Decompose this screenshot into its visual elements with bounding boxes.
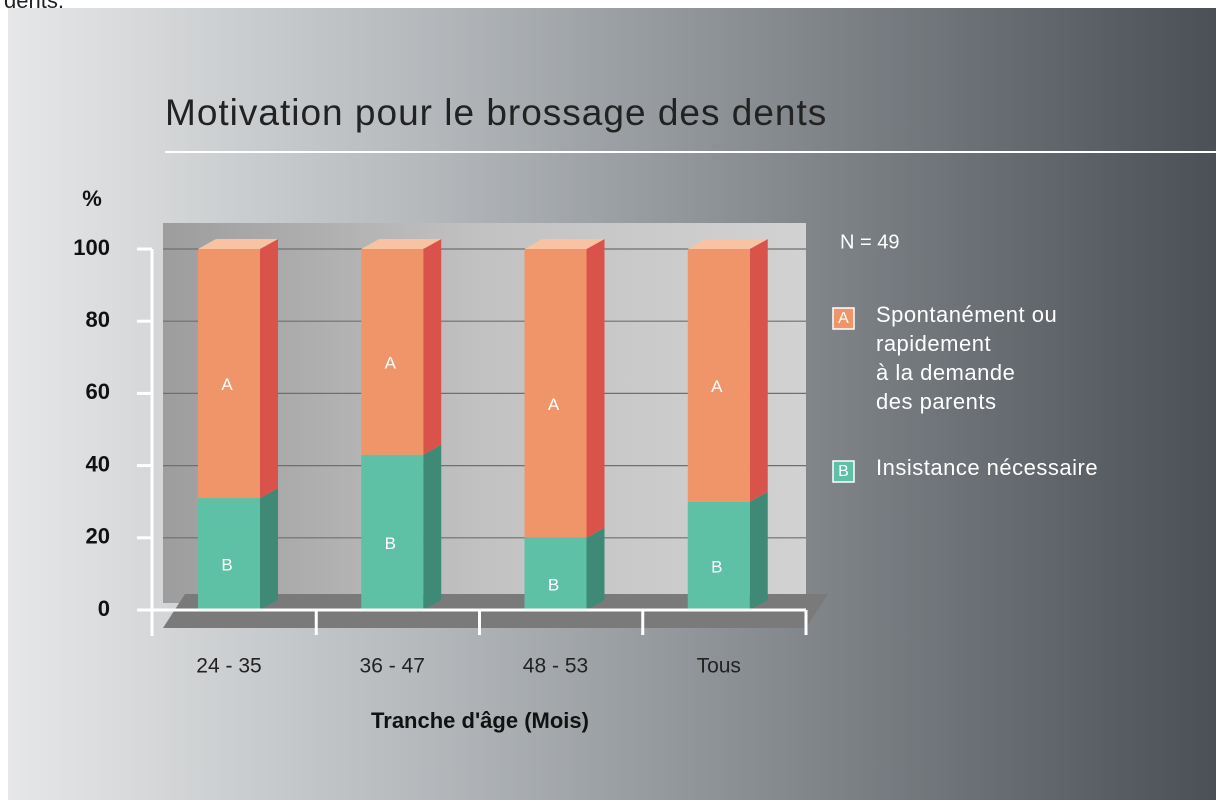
bar-top [361, 239, 442, 249]
bar-side [260, 488, 278, 610]
bar-side [423, 239, 442, 455]
x-tick-label: 24 - 35 [196, 655, 261, 678]
y-tick-label: 60 [86, 379, 110, 404]
segment-label: A [221, 375, 233, 394]
segment-label: A [711, 377, 723, 396]
segment-label: B [385, 534, 396, 553]
bar-segment [524, 249, 587, 538]
legend-key: A [838, 310, 849, 327]
segment-label: B [711, 557, 722, 576]
bar-side [586, 527, 605, 610]
legend-swatch [832, 307, 855, 330]
legend-key: B [838, 463, 849, 480]
bar-segment [687, 249, 750, 502]
y-tick-label: 40 [86, 451, 110, 476]
bar-side [423, 444, 442, 610]
bar-segment [361, 454, 424, 610]
legend-swatch [832, 460, 855, 483]
segment-label: B [548, 575, 559, 594]
legend-label: Insistance nécessaire [876, 455, 1099, 480]
segment-label: A [385, 353, 397, 372]
segment-label: A [548, 395, 560, 414]
annotation: N = 49 [840, 231, 899, 253]
bar-segment [198, 249, 260, 499]
bar-top [198, 239, 278, 249]
x-tick-label: 36 - 47 [360, 655, 425, 678]
y-axis-label: % [82, 186, 102, 211]
legend-label: Spontanément ou rapidement à la demande … [876, 302, 1058, 414]
bars: B A B A B A B A [198, 239, 768, 610]
y-tick-label: 100 [73, 235, 110, 260]
bar-top [687, 239, 768, 249]
x-axis-label: Tranche d'âge (Mois) [371, 708, 589, 733]
bar-segment [198, 498, 260, 610]
bar-side [260, 239, 278, 499]
bar-side [586, 239, 605, 538]
bar-segment [687, 501, 750, 610]
bar-segment [524, 537, 587, 610]
y-tick-label: 80 [86, 307, 110, 332]
y-tick-label: 20 [86, 524, 110, 549]
axes: 0 20 40 60 80 100 24 - 35 36 - 47 48 - 53 Tous [73, 235, 808, 678]
bar-side [749, 239, 768, 502]
x-tick-label: 48 - 53 [523, 655, 588, 678]
x-tick-label: Tous [697, 655, 741, 678]
chart-title: Motivation pour le brossage des dents [165, 92, 827, 133]
bar-segment [361, 249, 424, 455]
y-tick-label: 0 [98, 596, 110, 621]
caption-fragment: dents. [4, 0, 64, 13]
bar-side [749, 491, 768, 610]
segment-label: B [221, 556, 232, 575]
bar-top [524, 239, 605, 249]
